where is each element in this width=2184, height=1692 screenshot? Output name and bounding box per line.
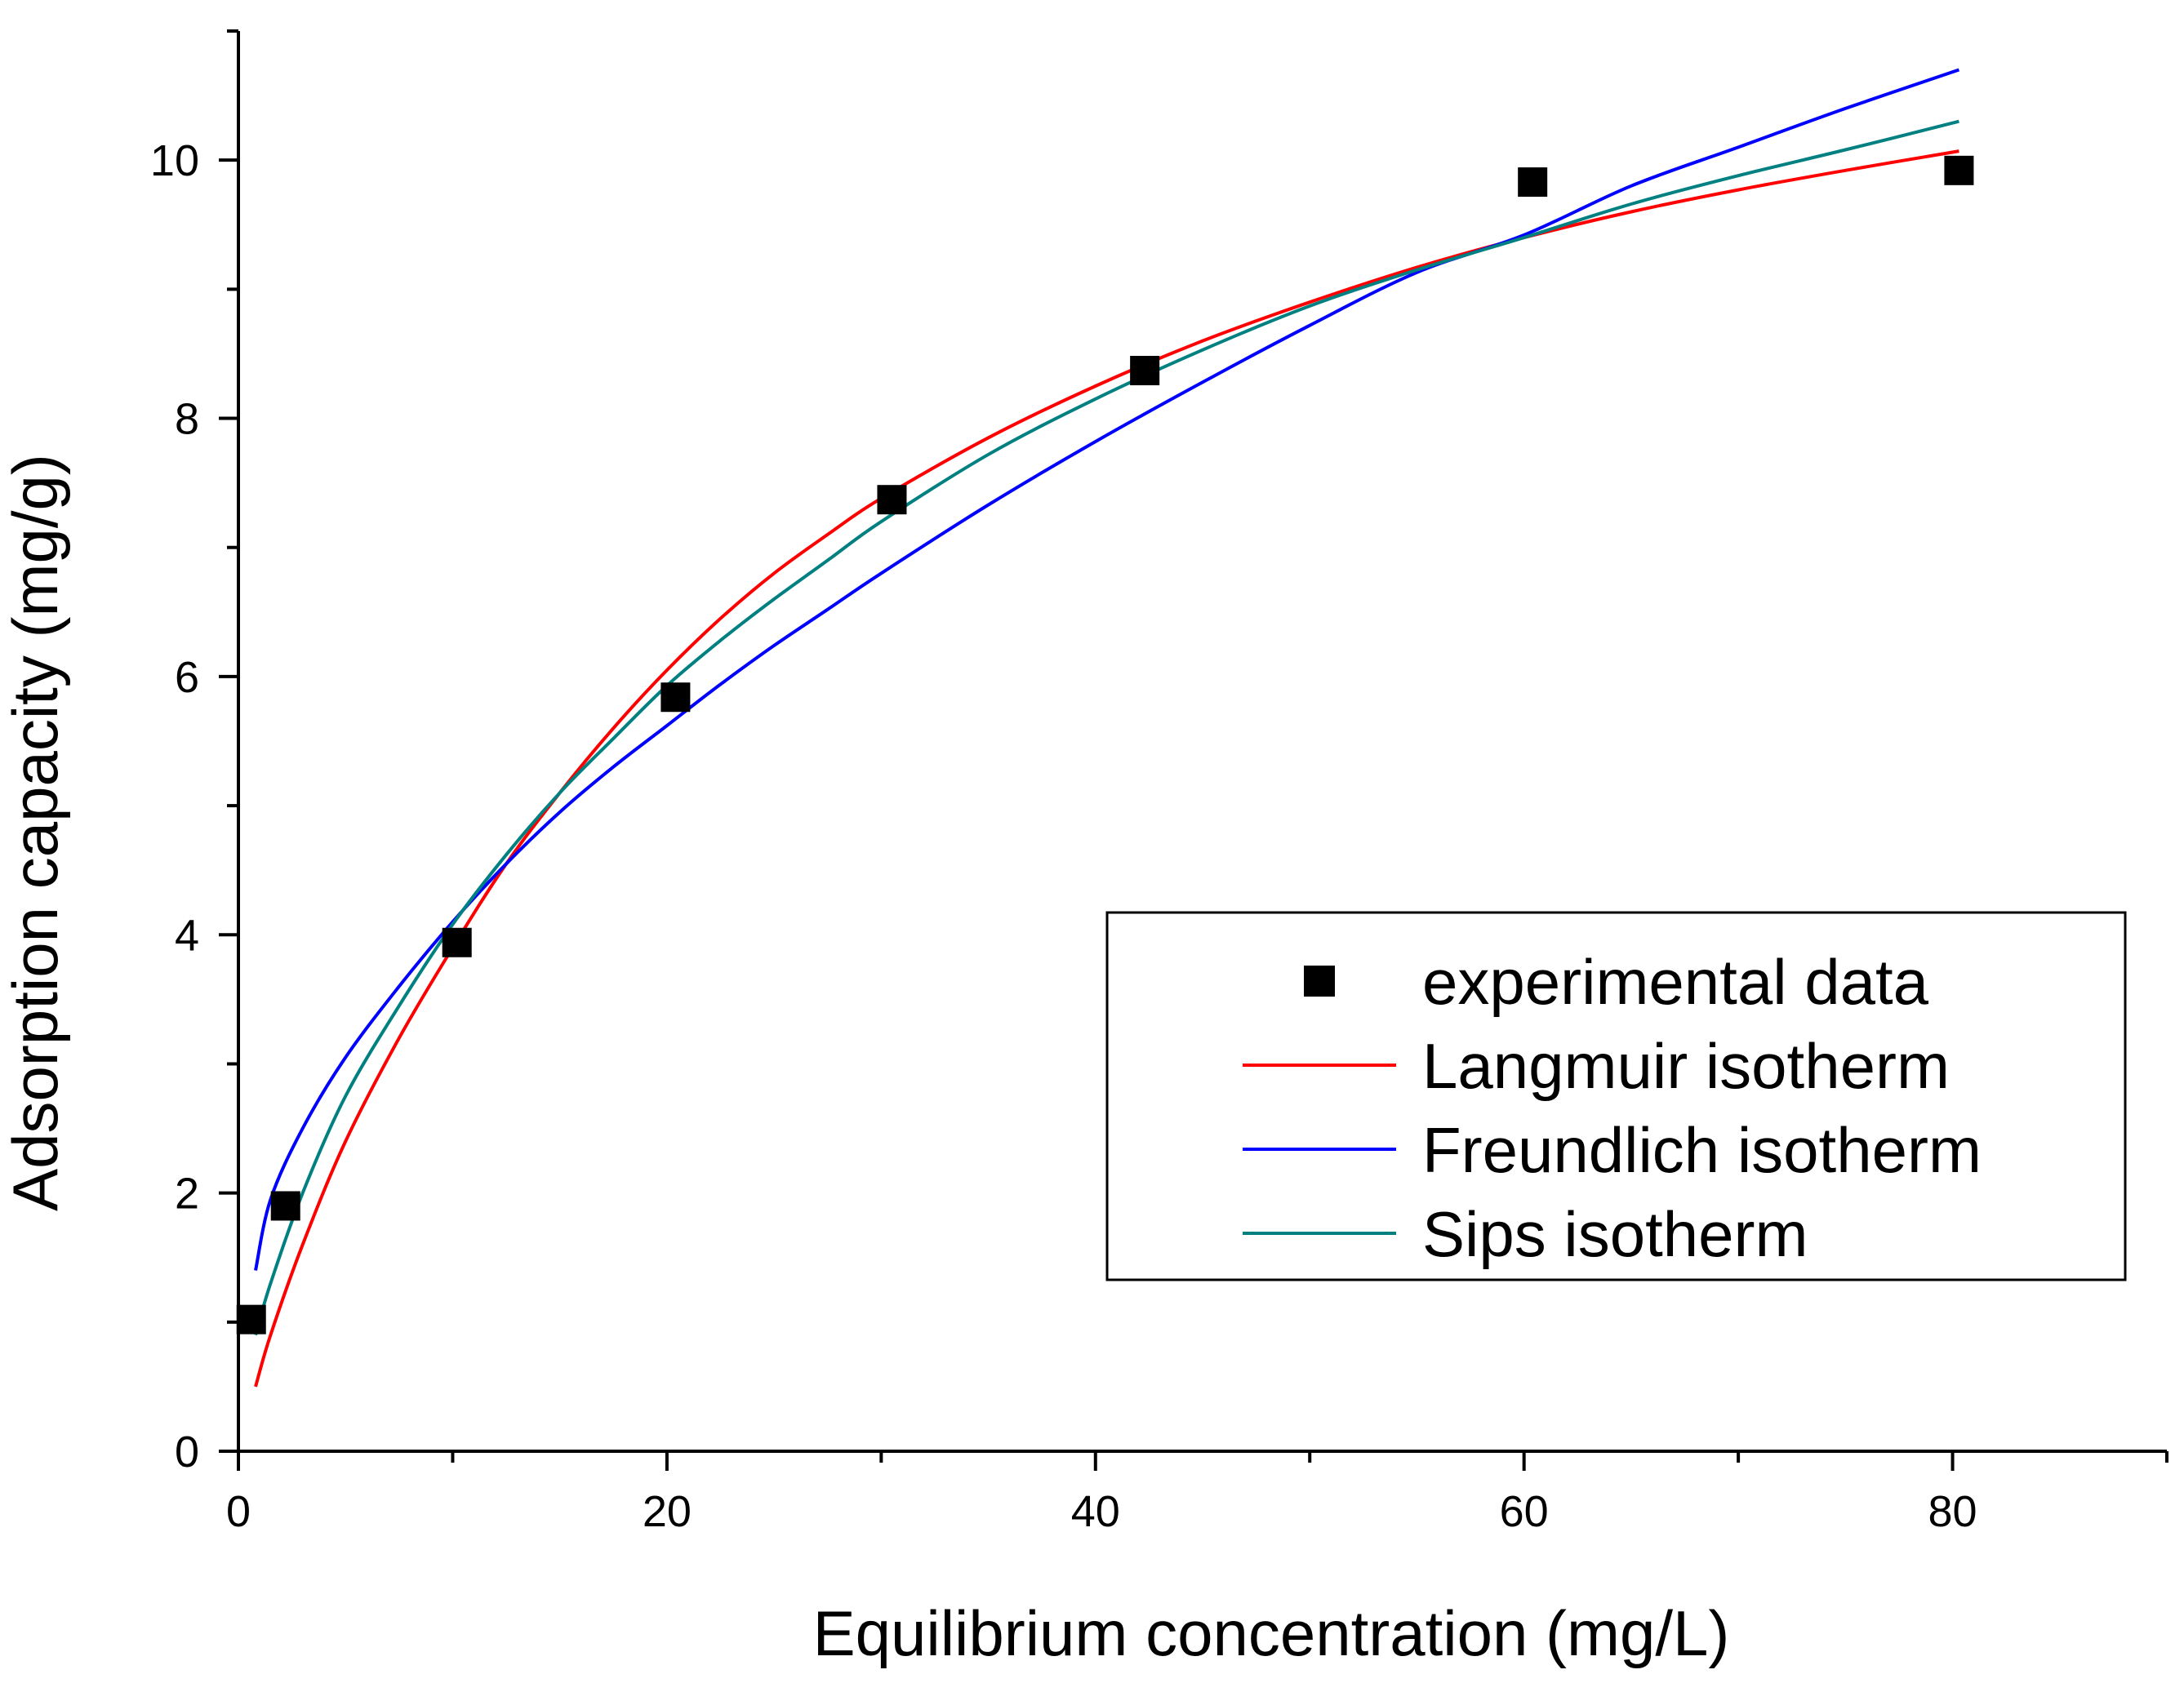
data-point-marker [270,1191,300,1221]
legend-label: Langmuir isotherm [1422,1030,1950,1102]
data-point-marker [442,927,472,957]
freundlich-isotherm-curve [254,68,1960,1271]
x-tick-label: 80 [1928,1487,1977,1536]
data-point-marker [877,485,907,515]
data-point-marker [1130,356,1160,386]
sips-isotherm-curve [254,119,1959,1336]
y-tick-label: 0 [175,1428,199,1477]
y-tick-label: 10 [150,136,199,185]
data-point-marker [1518,167,1548,198]
legend-box [1105,911,2127,1281]
y-axis-title: Adsorption capacity (mg/g) [0,454,71,1211]
legend-label: Sips isotherm [1422,1198,1808,1270]
legend-items: experimental data Langmuir isotherm Freund… [1243,946,1982,1270]
legend: experimental data Langmuir isotherm Freund… [1105,911,2127,1281]
axes: 0 20 40 60 80 0 2 4 6 8 10 [150,29,2168,1536]
legend-label: experimental data [1422,946,1929,1018]
y-tick-label: 6 [175,653,199,702]
y-tick-label: 8 [175,395,199,444]
x-tick-label: 40 [1071,1487,1120,1536]
x-tick-label: 20 [643,1487,692,1536]
y-tick-label: 2 [175,1170,199,1219]
data-point-marker [236,1304,266,1335]
data-point-marker [661,682,691,713]
langmuir-isotherm-curve [254,149,1959,1388]
x-tick-label: 60 [1500,1487,1549,1536]
legend-marker [1304,966,1335,997]
legend-label: Freundlich isotherm [1422,1114,1982,1186]
y-tick-label: 4 [175,911,199,960]
x-axis-title: Equilibrium concentration (mg/L) [813,1597,1730,1669]
data-point-marker [1944,155,1974,185]
plot-area [236,68,1974,1388]
x-tick-label: 0 [226,1487,251,1536]
